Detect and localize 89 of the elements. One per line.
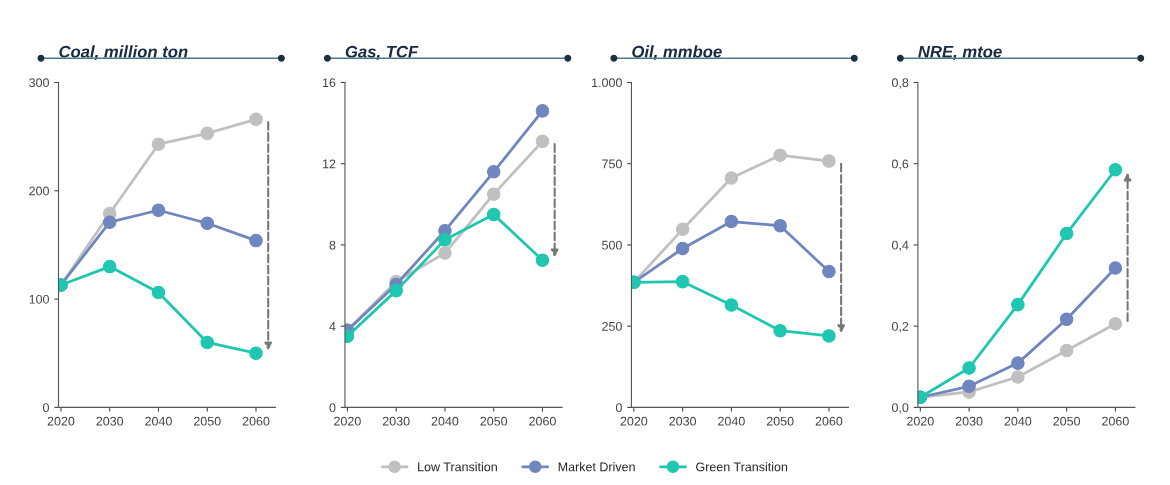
point: [151, 137, 166, 151]
legend-label: Low Transition: [418, 462, 497, 472]
point: [249, 233, 263, 248]
point: [535, 253, 550, 267]
point: [200, 335, 215, 350]
point: [249, 346, 263, 361]
point: [1059, 343, 1074, 358]
y-tick-label: 200: [29, 186, 49, 196]
legend-label: Market Driven: [558, 462, 635, 472]
x-tick-label: 2040: [431, 416, 459, 426]
x-tick-label: 2060: [529, 416, 556, 426]
point: [438, 246, 452, 260]
point: [962, 361, 976, 375]
point: [102, 259, 117, 274]
x-tick-label: 2040: [1004, 416, 1032, 426]
x-tick-label: 2030: [96, 416, 124, 426]
point: [200, 216, 215, 231]
y-tick-label: 750: [602, 159, 622, 169]
x-tick-label: 2020: [47, 416, 75, 426]
chart-title: Oil, mmboe: [632, 45, 722, 61]
y-tick-label: 0: [43, 403, 49, 413]
y-tick-label: 250: [602, 321, 622, 331]
point: [675, 222, 690, 237]
y-tick-label: 0,0: [891, 403, 909, 414]
y-tick-label: 0: [329, 403, 336, 413]
chart-title: Gas, TCF: [345, 45, 419, 61]
point: [151, 203, 166, 218]
point: [724, 298, 739, 312]
point: [151, 285, 166, 300]
point: [1108, 316, 1123, 331]
x-tick-label: 2030: [382, 416, 410, 426]
y-tick-label: 8: [329, 240, 336, 250]
x-tick-label: 2020: [907, 416, 934, 426]
point: [773, 323, 787, 338]
point: [822, 264, 836, 279]
point: [535, 104, 550, 118]
point: [773, 148, 787, 163]
point: [773, 218, 787, 233]
point: [102, 215, 117, 229]
point: [486, 165, 501, 179]
point: [438, 233, 452, 247]
point: [535, 134, 550, 149]
y-tick-label: 16: [322, 78, 336, 88]
point: [1108, 163, 1123, 177]
x-tick-label: 2030: [955, 416, 983, 426]
point: [1011, 297, 1025, 312]
point: [389, 283, 403, 298]
x-tick-label: 2050: [766, 416, 794, 426]
y-tick-label: 12: [322, 159, 336, 169]
chart-title: Coal, million ton: [59, 45, 188, 61]
point: [1011, 370, 1025, 384]
x-tick-label: 2050: [480, 416, 508, 426]
x-tick-label: 2040: [145, 416, 172, 426]
point: [486, 187, 501, 201]
point: [200, 126, 215, 141]
y-tick-label: 300: [29, 78, 49, 88]
point: [822, 154, 836, 168]
y-tick-label: 0,2: [891, 321, 909, 333]
y-tick-label: 100: [29, 294, 49, 304]
point: [1108, 261, 1123, 275]
x-tick-label: 2060: [815, 416, 843, 426]
point: [675, 241, 690, 256]
y-tick-label: 500: [602, 240, 622, 250]
x-tick-label: 2060: [242, 416, 270, 426]
y-tick-label: 1.000: [592, 78, 622, 88]
point: [1059, 312, 1074, 327]
legend-label: Green Transition: [696, 462, 788, 472]
y-tick-label: 0,6: [891, 159, 909, 170]
point: [724, 214, 739, 229]
y-tick-label: 0,4: [891, 240, 909, 252]
x-tick-label: 2050: [1053, 416, 1081, 426]
x-tick-label: 2040: [718, 416, 745, 426]
point: [1059, 226, 1074, 241]
point: [1011, 356, 1025, 370]
x-tick-label: 2060: [1102, 416, 1129, 426]
x-tick-label: 2030: [669, 416, 697, 426]
y-tick-label: 0: [615, 403, 622, 413]
x-tick-label: 2020: [334, 416, 361, 426]
point: [249, 112, 263, 127]
point: [486, 207, 501, 222]
x-tick-label: 2020: [620, 416, 648, 426]
x-tick-label: 2050: [193, 416, 221, 426]
point: [724, 171, 739, 185]
point: [675, 274, 690, 289]
chart-title: NRE, mtoe: [918, 45, 1002, 61]
y-tick-label: 0,8: [891, 78, 909, 89]
y-tick-label: 4: [329, 322, 336, 331]
point: [822, 329, 836, 343]
point: [962, 379, 976, 394]
